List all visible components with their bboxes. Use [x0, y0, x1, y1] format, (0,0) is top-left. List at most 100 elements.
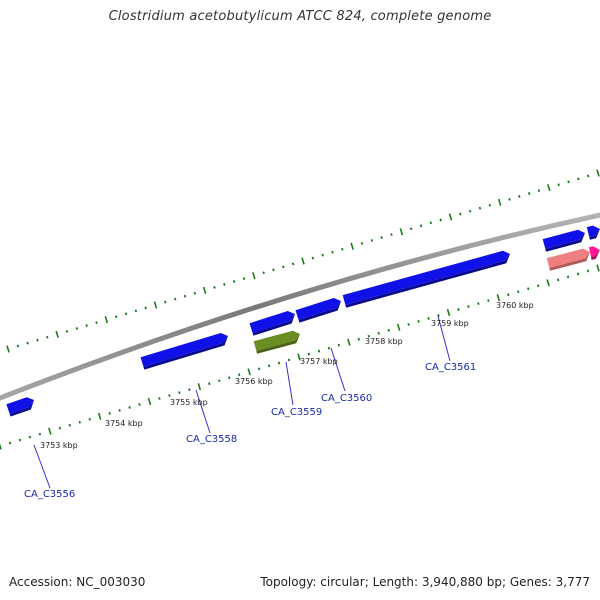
inner-tick: [287, 358, 291, 362]
inner-tick: [197, 383, 202, 391]
inner-tick: [178, 391, 181, 395]
scale-label: 3754 kbp: [105, 419, 143, 428]
inner-tick: [307, 352, 311, 356]
gene-ca-c3557-shade: [143, 336, 228, 370]
outer-tick: [497, 198, 502, 206]
accession-info: Accession: NC_003030: [9, 575, 145, 589]
outer-tick: [202, 286, 207, 294]
outer-tick: [16, 344, 20, 348]
inner-tick: [147, 397, 152, 406]
outer-tick: [164, 300, 167, 304]
inner-tick: [556, 278, 560, 282]
inner-tick: [228, 376, 231, 380]
outer-tick: [26, 341, 29, 345]
label-leader: [33, 444, 51, 489]
inner-tick-ring: [0, 264, 600, 450]
gene-label: CA_C3556: [24, 489, 75, 500]
inner-tick: [257, 367, 261, 371]
inner-tick: [237, 373, 241, 377]
outer-tick: [85, 324, 88, 327]
outer-tick: [104, 316, 109, 324]
gene-next-2: [586, 225, 600, 237]
outer-tick: [232, 280, 236, 283]
inner-tick: [68, 423, 71, 427]
outer-tick: [488, 203, 492, 207]
outer-tick: [173, 297, 177, 301]
inner-tick: [28, 435, 32, 439]
outer-tick: [95, 321, 98, 325]
genome-summary: Topology: circular; Length: 3,940,880 bp…: [260, 575, 590, 589]
inner-tick: [437, 314, 440, 317]
inner-tick: [158, 397, 161, 400]
inner-tick: [546, 279, 550, 287]
accession-value: NC_003030: [76, 575, 146, 589]
gene-track: [6, 225, 600, 417]
outer-tick: [537, 189, 541, 193]
gene-ca-c3559-shade: [256, 334, 300, 354]
inner-tick: [467, 305, 470, 308]
gene-ca-c3561: [342, 250, 510, 305]
outer-tick: [459, 212, 462, 216]
outer-tick: [321, 253, 324, 257]
gene-rrna-shade: [549, 252, 590, 271]
label-leaders: [33, 315, 451, 489]
outer-tick: [518, 195, 521, 198]
inner-tick: [487, 299, 490, 303]
gene-next-1: [542, 229, 585, 249]
gene-label: CA_C3558: [186, 434, 237, 445]
outer-tick: [291, 262, 295, 266]
inner-tick: [58, 426, 62, 430]
outer-tick: [399, 228, 404, 236]
gene-ca-c3558b: [249, 311, 295, 333]
inner-tick: [377, 331, 380, 335]
gene-ca-c3561-shade: [345, 254, 510, 308]
outer-tick: [301, 257, 305, 265]
scale-label: 3758 kbp: [365, 337, 403, 346]
gene-rrna: [546, 248, 590, 268]
outer-tick: [567, 180, 570, 184]
outer-tick: [527, 192, 531, 195]
inner-tick: [138, 403, 141, 406]
outer-tick: [252, 272, 256, 280]
accession-label: Accession:: [9, 575, 73, 589]
length-value: 3,940,880 bp: [421, 575, 502, 589]
inner-tick: [188, 388, 191, 392]
outer-tick-ring: [6, 169, 600, 353]
scale-label: 3755 kbp: [170, 398, 208, 407]
gene-trna: [589, 246, 600, 257]
scale-label: 3756 kbp: [235, 377, 273, 386]
gene-ca-c3556: [6, 397, 35, 414]
genes-value: 3,777: [555, 575, 590, 589]
scale-label: 3753 kbp: [40, 441, 78, 450]
gene-label: CA_C3561: [425, 362, 476, 373]
gene-ca-c3557: [140, 332, 228, 367]
gene-ca-c3556-shade: [9, 400, 35, 417]
outer-tick: [272, 268, 275, 272]
inner-tick: [78, 420, 81, 424]
outer-tick: [439, 218, 442, 222]
gene-label: CA_C3559: [271, 407, 322, 418]
gene-labels: CA_C3556 CA_C3558 CA_C3559 CA_C3560 CA_C3561: [24, 362, 476, 500]
genes-label: Genes:: [509, 575, 552, 589]
inner-tick: [517, 290, 520, 294]
inner-tick: [457, 308, 460, 311]
gene-ca-c3560: [295, 298, 341, 320]
inner-tick: [88, 417, 91, 421]
outer-tick: [360, 241, 364, 245]
outer-tick: [390, 233, 393, 237]
outer-tick: [262, 271, 265, 275]
inner-tick: [218, 379, 221, 383]
outer-tick: [448, 213, 453, 221]
inner-tick: [496, 294, 501, 302]
outer-tick: [350, 242, 354, 250]
scale-labels: 3753 kbp 3754 kbp 3755 kbp 3756 kbp 3757 kbp…: [40, 301, 534, 450]
inner-tick: [347, 338, 351, 346]
scale-label: 3757 kbp: [300, 357, 338, 366]
label-leader: [437, 315, 451, 362]
outer-tick: [193, 291, 197, 295]
label-leader: [195, 389, 211, 434]
outer-tick: [282, 265, 285, 269]
outer-tick: [223, 283, 226, 286]
outer-tick: [596, 169, 600, 177]
